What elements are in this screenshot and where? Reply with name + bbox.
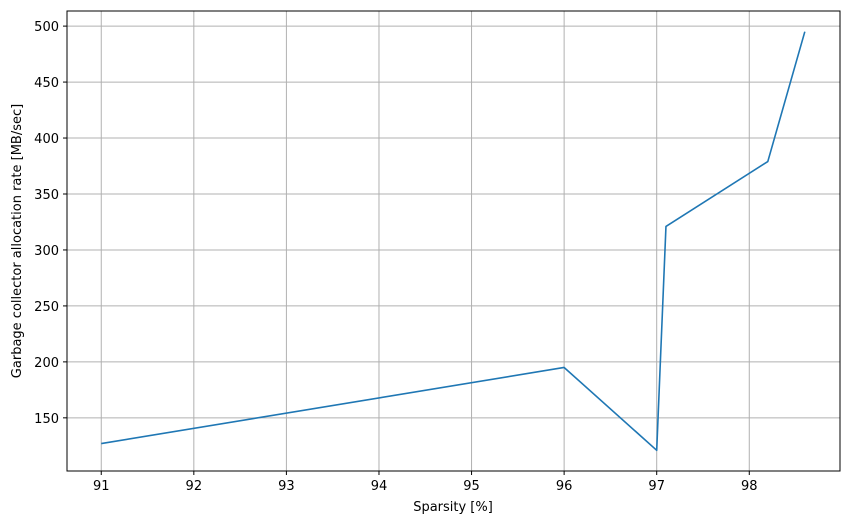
x-tick-label: 93 bbox=[278, 479, 295, 494]
plot-frame bbox=[66, 10, 841, 472]
series-line bbox=[101, 31, 806, 452]
series-layer bbox=[101, 31, 806, 452]
y-tick-label: 500 bbox=[34, 20, 59, 35]
grid-lines bbox=[67, 11, 840, 471]
x-tick-label: 98 bbox=[741, 479, 758, 494]
y-tick-label: 250 bbox=[34, 300, 59, 315]
y-tick-label: 150 bbox=[34, 412, 59, 427]
x-tick-label: 95 bbox=[463, 479, 480, 494]
y-tick-label: 400 bbox=[34, 132, 59, 147]
y-axis-label: Garbage collector allocation rate [MB/se… bbox=[10, 104, 25, 378]
x-tick-label: 92 bbox=[186, 479, 203, 494]
y-tick-label: 450 bbox=[34, 76, 59, 91]
x-tick-label: 97 bbox=[648, 479, 665, 494]
x-axis-label: Sparsity [%] bbox=[413, 500, 493, 515]
y-tick-label: 200 bbox=[34, 356, 59, 371]
y-axis: 150 200 250 300 350 400 450 500 bbox=[34, 20, 67, 427]
x-tick-label: 96 bbox=[556, 479, 573, 494]
x-tick-label: 94 bbox=[371, 479, 388, 494]
y-tick-label: 300 bbox=[34, 244, 59, 259]
x-tick-label: 91 bbox=[93, 479, 110, 494]
y-tick-label: 350 bbox=[34, 188, 59, 203]
x-axis: 91 92 93 94 95 96 97 98 bbox=[93, 471, 758, 494]
